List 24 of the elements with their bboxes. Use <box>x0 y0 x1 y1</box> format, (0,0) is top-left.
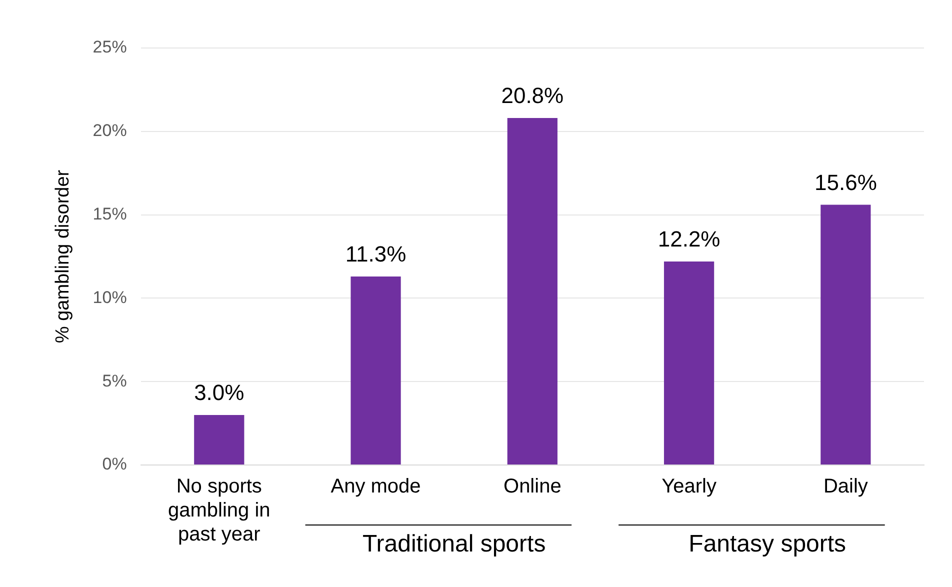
data-label: 15.6% <box>814 170 877 195</box>
data-label: 20.8% <box>501 83 564 108</box>
y-axis-title: % gambling disorder <box>52 169 74 344</box>
x-tick-label: Any mode <box>330 476 421 498</box>
y-tick-label: 15% <box>92 204 127 224</box>
bar <box>194 414 244 464</box>
x-tick-label: Yearly <box>662 476 716 498</box>
bar <box>664 262 714 464</box>
y-tick-label: 10% <box>92 288 127 307</box>
text: Traditional sports <box>362 530 546 558</box>
data-label: 11.3% <box>345 242 406 267</box>
data-label: 3.0% <box>194 380 244 406</box>
y-tick-label: 0% <box>102 454 127 474</box>
x-tick-label: No sports gambling in past year <box>168 476 270 546</box>
bar <box>820 204 871 464</box>
data-label: 12.2% <box>658 226 720 252</box>
bar <box>350 276 401 464</box>
bar <box>507 118 558 464</box>
y-tick-label: 5% <box>102 371 127 390</box>
x-tick-label: Daily <box>823 476 868 498</box>
y-tick-label: 25% <box>92 38 127 57</box>
text: Fantasy sports <box>688 530 846 558</box>
x-tick-label: Online <box>504 476 562 498</box>
y-tick-label: 20% <box>92 121 127 140</box>
